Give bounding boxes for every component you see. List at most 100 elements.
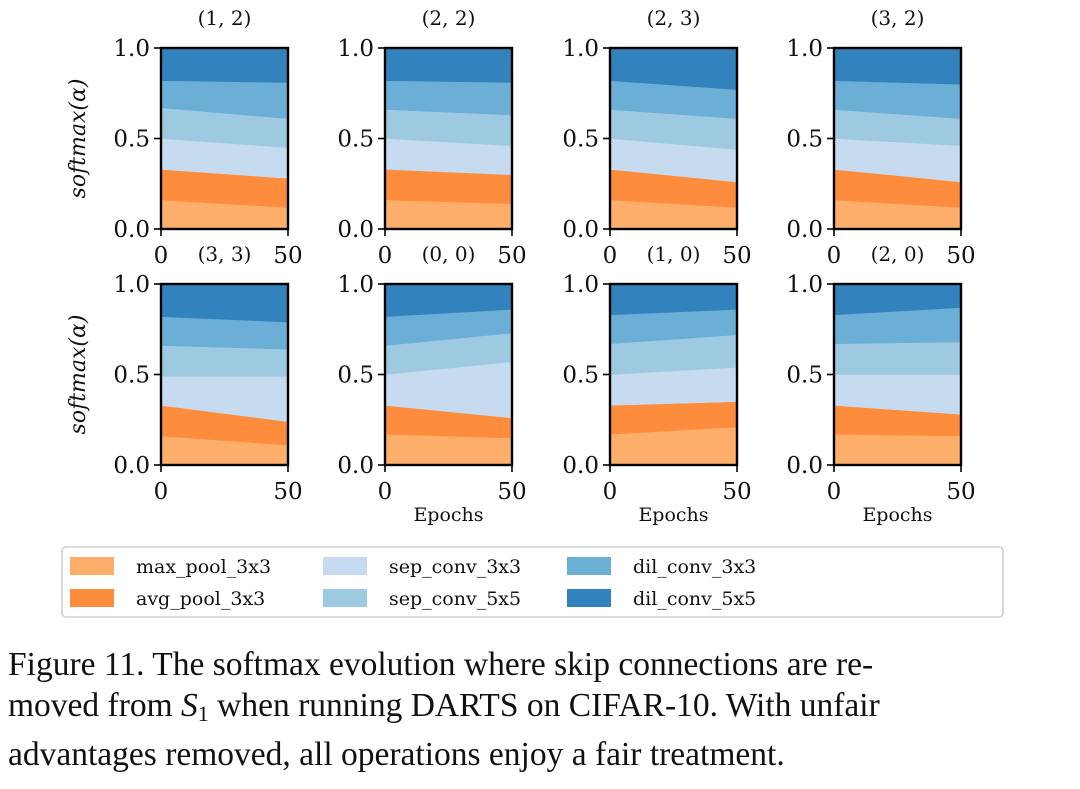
caption-line-3: advantages removed, all operations enjoy… <box>8 736 785 773</box>
legend-item: dil_conv_5x5 <box>567 588 756 610</box>
area-dil_conv_5x5 <box>609 283 738 316</box>
subplot-title: (2, 0) <box>871 242 925 266</box>
x-axis-label: Epochs <box>638 504 708 526</box>
y-tick-label: 1.0 <box>337 36 374 62</box>
y-tick-label: 1.0 <box>113 36 150 62</box>
y-axis-label: softmax(α) <box>66 315 91 435</box>
x-tick-label: 50 <box>497 243 526 269</box>
legend-swatch <box>323 589 367 607</box>
y-tick-label: 1.0 <box>562 36 599 62</box>
area-sep_conv_5x5 <box>833 341 962 375</box>
y-tick-label: 1.0 <box>113 272 150 298</box>
x-tick-label: 0 <box>827 479 842 505</box>
x-tick-label: 0 <box>154 243 169 269</box>
x-tick-label: 50 <box>722 243 751 269</box>
x-tick-label: 50 <box>497 479 526 505</box>
area-dil_conv_3x3 <box>384 80 513 116</box>
y-tick-label: 0.0 <box>786 453 823 479</box>
legend-swatch <box>567 557 611 575</box>
y-tick-label: 0.0 <box>562 453 599 479</box>
subplot-title: (0, 0) <box>422 242 476 266</box>
legend-swatch <box>70 557 114 575</box>
legend-swatch <box>70 589 114 607</box>
area-dil_conv_5x5 <box>160 47 289 83</box>
y-tick-label: 0.0 <box>562 217 599 243</box>
subplot-title: (1, 0) <box>647 242 701 266</box>
y-tick-label: 0.0 <box>786 217 823 243</box>
legend-swatch <box>323 557 367 575</box>
subplot-title: (2, 3) <box>647 6 701 30</box>
subplot-title: (2, 2) <box>422 6 476 30</box>
y-tick-label: 0.5 <box>113 363 150 389</box>
subplot: 0.0 0.5 1.0 0 50 (2, 3) <box>562 6 751 269</box>
subplot: 0.00.51.00 50(0, 0)Epochs <box>337 242 526 526</box>
x-axis-label: Epochs <box>413 504 483 526</box>
x-tick-label: 50 <box>722 479 751 505</box>
legend: max_pool_3x3 avg_pool_3x3 sep_conv_3x3 sep_… <box>61 546 1004 618</box>
x-tick-label: 0 <box>603 479 618 505</box>
x-tick-label: 0 <box>154 479 169 505</box>
area-max_pool_3x3 <box>384 199 513 230</box>
subplot: 0.00.51.00 50(1, 0)Epochs <box>562 242 751 526</box>
area-dil_conv_5x5 <box>833 47 962 85</box>
subplot: 0.0 0.5 1.0 0 50 (1, 2) softmax(α) <box>66 6 303 269</box>
legend-item: max_pool_3x3 <box>70 556 271 578</box>
y-tick-label: 0.5 <box>337 127 374 153</box>
caption-symbol: S <box>181 687 198 724</box>
figure: 0.00.51.00 50(1, 2)softmax(α)0.00.51.00 50… <box>61 6 1004 618</box>
legend-frame <box>61 546 1004 618</box>
x-axis-label: Epochs <box>862 504 932 526</box>
x-tick-label: 50 <box>273 479 302 505</box>
x-tick-label: 0 <box>378 243 393 269</box>
area-avg_pool_3x3 <box>384 168 513 205</box>
y-tick-label: 0.0 <box>337 217 374 243</box>
legend-label: max_pool_3x3 <box>136 556 271 578</box>
subplot-title: (3, 2) <box>871 6 925 30</box>
legend-item: avg_pool_3x3 <box>70 588 265 610</box>
area-dil_conv_5x5 <box>384 47 513 83</box>
y-tick-label: 0.0 <box>337 453 374 479</box>
area-max_pool_3x3 <box>833 433 962 466</box>
legend-label: sep_conv_3x3 <box>389 556 521 578</box>
y-tick-label: 0.5 <box>113 127 150 153</box>
caption-line-2: moved from S1 when running DARTS on CIFA… <box>8 685 1073 734</box>
y-axis-label: softmax(α) <box>66 79 91 199</box>
legend-item: sep_conv_5x5 <box>323 588 521 610</box>
y-tick-label: 0.0 <box>113 453 150 479</box>
y-tick-label: 0.5 <box>786 127 823 153</box>
x-tick-label: 50 <box>946 243 975 269</box>
caption-line-1: Figure 11. The softmax evolution where s… <box>8 646 874 683</box>
x-tick-label: 0 <box>378 479 393 505</box>
y-tick-label: 0.5 <box>337 363 374 389</box>
legend-label: sep_conv_5x5 <box>389 588 521 610</box>
caption-line-2-start: moved from <box>8 687 182 724</box>
y-tick-label: 1.0 <box>786 36 823 62</box>
x-tick-label: 50 <box>273 243 302 269</box>
subplot: 0.00.51.00 50(2, 0)Epochs <box>786 242 975 526</box>
x-tick-label: 0 <box>827 243 842 269</box>
y-tick-label: 1.0 <box>786 272 823 298</box>
x-tick-label: 0 <box>603 243 618 269</box>
y-tick-label: 0.5 <box>562 127 599 153</box>
area-sep_conv_5x5 <box>160 345 289 377</box>
y-tick-label: 0.0 <box>113 217 150 243</box>
subplot: 0.0 0.5 1.0 0 50 (3, 2) <box>786 6 975 269</box>
y-tick-label: 0.5 <box>562 363 599 389</box>
subplot: 0.00.51.00 50(3, 3)softmax(α) <box>66 242 303 505</box>
legend-label: dil_conv_3x3 <box>633 556 756 578</box>
caption-line-2-end: when running DARTS on CIFAR-10. With unf… <box>208 687 880 724</box>
subplot-title: (1, 2) <box>198 6 252 30</box>
legend-label: avg_pool_3x3 <box>136 588 265 610</box>
legend-item: dil_conv_3x3 <box>567 556 756 578</box>
caption-subscript: 1 <box>197 701 209 726</box>
subplot-title: (3, 3) <box>198 242 252 266</box>
legend-label: dil_conv_5x5 <box>633 588 756 610</box>
y-tick-label: 1.0 <box>562 272 599 298</box>
legend-swatch <box>567 589 611 607</box>
y-tick-label: 0.5 <box>786 363 823 389</box>
figure-caption: Figure 11. The softmax evolution where s… <box>8 644 1073 775</box>
subplot: 0.0 0.5 1.0 0 50 (2, 2) <box>337 6 526 269</box>
area-dil_conv_5x5 <box>160 283 289 323</box>
legend-item: sep_conv_3x3 <box>323 556 521 578</box>
y-tick-label: 1.0 <box>337 272 374 298</box>
